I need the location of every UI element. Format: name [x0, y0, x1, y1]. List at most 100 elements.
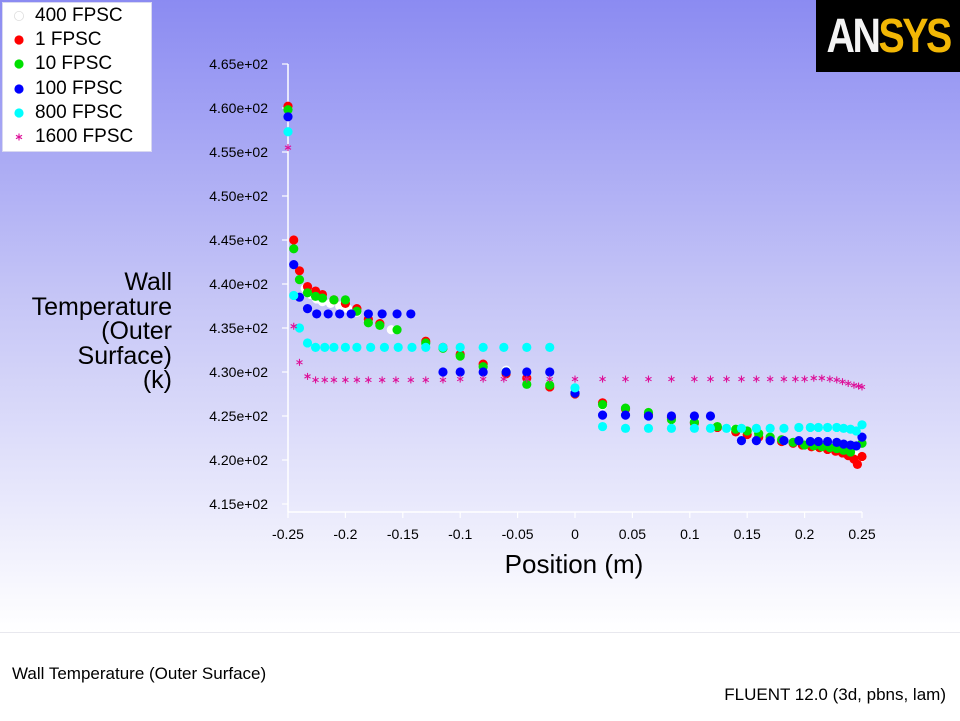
y-tick-label: 4.50e+02 [209, 188, 268, 204]
legend-marker [3, 57, 35, 71]
data-point [689, 423, 699, 433]
x-tick-label: -0.15 [387, 526, 419, 542]
data-point [805, 422, 815, 433]
data-point [330, 376, 338, 384]
data-point [438, 342, 448, 352]
data-point [323, 309, 333, 319]
data-point [455, 367, 465, 377]
data-point [571, 375, 579, 383]
legend-label: 10 FPSC [35, 53, 113, 75]
data-point [406, 309, 416, 319]
data-point [304, 372, 311, 380]
data-point [723, 375, 730, 383]
y-tick-label: 4.15e+02 [209, 496, 268, 512]
data-point [766, 375, 774, 383]
data-point [839, 439, 849, 449]
data-point [294, 323, 305, 333]
legend-label: 100 FPSC [35, 77, 123, 99]
data-point [439, 376, 447, 384]
data-point [421, 342, 431, 352]
data-point [284, 144, 292, 152]
data-point [392, 309, 402, 319]
data-point [751, 436, 761, 446]
data-point [296, 358, 303, 366]
series-400-fpsc [283, 103, 867, 462]
data-point [691, 375, 698, 383]
y-axis-label-line: (Outer [101, 317, 172, 345]
data-point [822, 436, 833, 447]
data-point [317, 293, 328, 303]
data-point [689, 411, 699, 421]
series-100-fpsc [283, 112, 867, 451]
legend-label: 400 FPSC [35, 5, 123, 26]
ansys-logo: ANSYS [816, 0, 960, 72]
data-point [310, 342, 321, 352]
data-point [857, 451, 867, 462]
data-point [705, 423, 716, 433]
data-point [422, 376, 430, 384]
data-point [794, 436, 804, 446]
data-point [736, 423, 747, 433]
data-point [290, 322, 298, 330]
y-axis-label-line: (k) [142, 366, 172, 394]
data-point [375, 320, 385, 330]
data-point [321, 376, 329, 384]
data-point [479, 375, 487, 383]
legend: 400 FPSC 1 FPSC 10 FPSC 100 FPSC 800 FPSC 160… [2, 2, 152, 152]
x-tick-label: -0.25 [272, 526, 304, 542]
data-point [832, 437, 842, 447]
data-point [329, 342, 339, 352]
data-point [456, 375, 464, 383]
logo-text: ANSYS [826, 9, 952, 63]
data-point [546, 375, 554, 383]
data-point [346, 309, 356, 319]
legend-item: 1600 FPSC [3, 125, 151, 149]
legend-item: 100 FPSC [3, 77, 151, 101]
x-tick-label: 0.2 [795, 526, 815, 542]
data-point [500, 375, 508, 383]
data-point [792, 375, 799, 383]
data-point [363, 318, 373, 328]
legend-marker [3, 33, 35, 47]
data-point [294, 266, 305, 276]
data-point [302, 288, 313, 298]
data-point [340, 295, 350, 305]
data-point [839, 423, 849, 433]
series-800-fpsc [283, 127, 867, 436]
data-point [643, 411, 654, 421]
data-point [643, 423, 654, 433]
data-point [666, 411, 677, 421]
y-tick-label: 4.30e+02 [209, 364, 268, 380]
data-point [522, 367, 532, 377]
data-point [392, 376, 400, 384]
data-point [501, 367, 511, 377]
data-point [379, 342, 390, 352]
data-point [833, 376, 841, 384]
footer-title: Wall Temperature (Outer Surface) [12, 664, 267, 683]
data-point [289, 260, 299, 270]
legend-marker [3, 82, 35, 96]
chart: 4.15e+02 4.20e+02 4.25e+02 4.30e+02 4.35e+02… [209, 56, 876, 542]
data-point [302, 338, 313, 348]
x-tick-label: -0.05 [502, 526, 534, 542]
data-point [813, 422, 823, 433]
data-point [438, 367, 448, 377]
data-point [851, 441, 861, 451]
y-axis-label-line: Surface) [77, 341, 172, 370]
y-tick-label: 4.20e+02 [209, 452, 268, 468]
data-point [393, 342, 403, 352]
x-tick-label: 0.05 [619, 526, 646, 542]
data-point [736, 436, 747, 446]
y-tick-label: 4.35e+02 [209, 320, 268, 336]
data-point [668, 375, 675, 383]
legend-marker [3, 106, 35, 120]
data-point [312, 376, 319, 384]
data-point [310, 291, 321, 301]
data-point [478, 367, 488, 377]
data-point [839, 378, 846, 386]
data-point [522, 379, 532, 389]
data-point [751, 423, 761, 433]
series-10-fpsc [283, 105, 867, 457]
data-point [545, 342, 555, 352]
data-point [620, 410, 631, 420]
